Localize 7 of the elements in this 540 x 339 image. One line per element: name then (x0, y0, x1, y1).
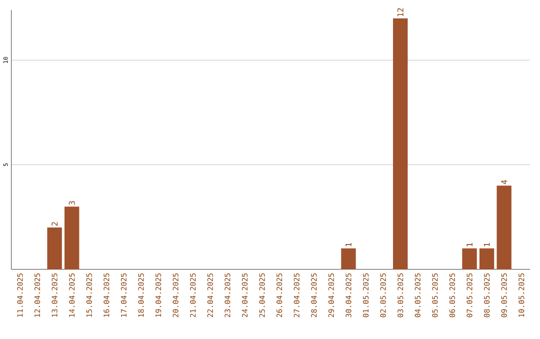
bar (462, 248, 477, 270)
bar (479, 248, 494, 270)
bar (496, 186, 512, 270)
bar (64, 206, 80, 270)
bar (393, 18, 408, 270)
bar (341, 248, 356, 270)
bar (47, 227, 62, 270)
